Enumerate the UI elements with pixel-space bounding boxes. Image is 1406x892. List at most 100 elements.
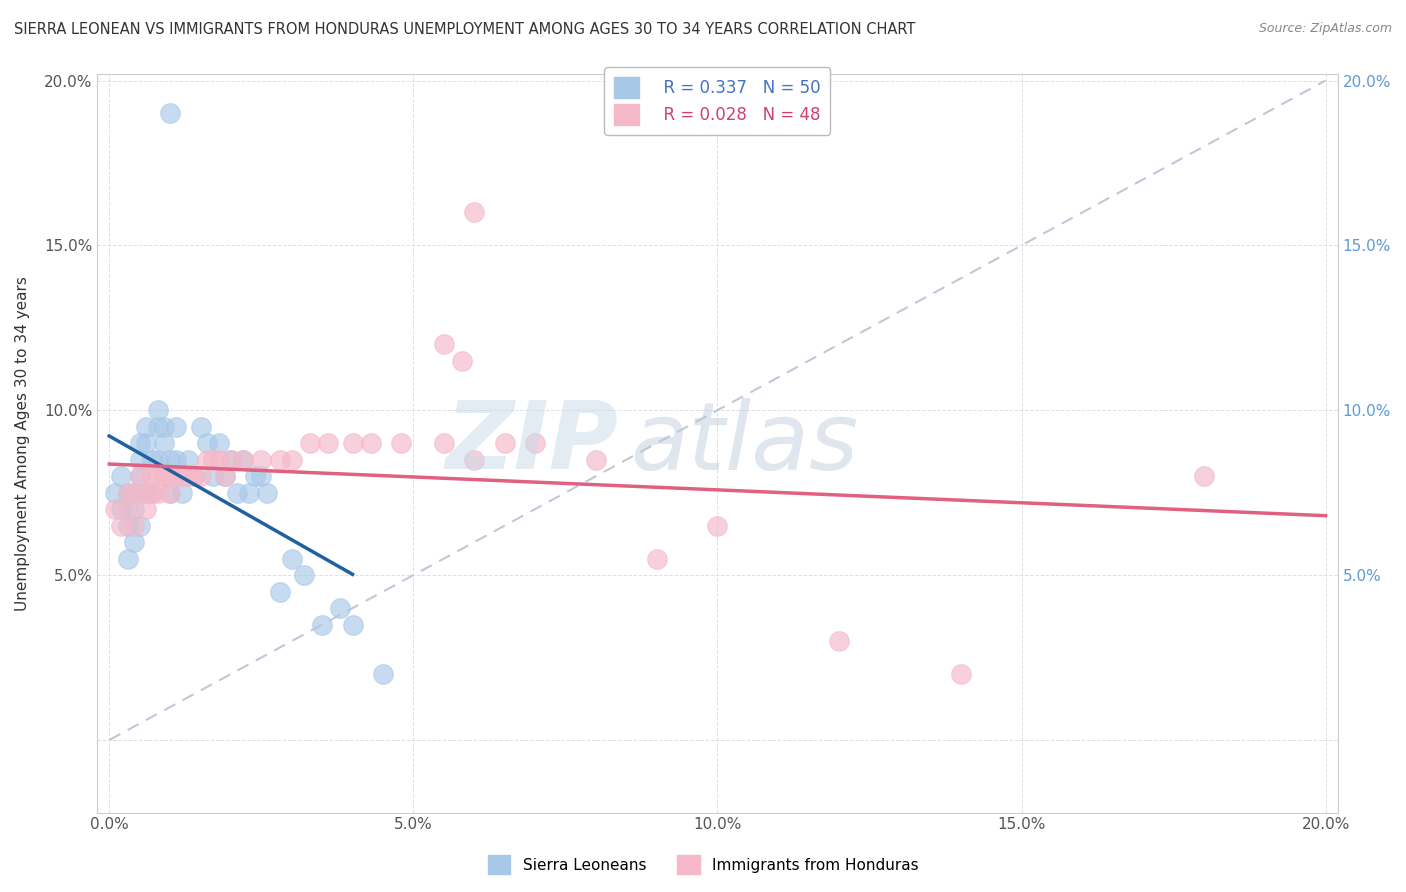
Point <box>165 452 187 467</box>
Text: SIERRA LEONEAN VS IMMIGRANTS FROM HONDURAS UNEMPLOYMENT AMONG AGES 30 TO 34 YEAR: SIERRA LEONEAN VS IMMIGRANTS FROM HONDUR… <box>14 22 915 37</box>
Point <box>159 469 181 483</box>
Point <box>494 436 516 450</box>
Point <box>389 436 412 450</box>
Point <box>146 485 169 500</box>
Point <box>165 469 187 483</box>
Point <box>104 485 127 500</box>
Point <box>135 502 157 516</box>
Point <box>159 452 181 467</box>
Point <box>245 469 267 483</box>
Y-axis label: Unemployment Among Ages 30 to 34 years: Unemployment Among Ages 30 to 34 years <box>15 276 30 611</box>
Point <box>195 436 218 450</box>
Point <box>122 535 145 549</box>
Point <box>183 469 205 483</box>
Point <box>165 419 187 434</box>
Point <box>122 518 145 533</box>
Point <box>153 419 176 434</box>
Point <box>232 452 254 467</box>
Point <box>141 485 163 500</box>
Point <box>250 452 273 467</box>
Point <box>141 469 163 483</box>
Point <box>371 667 394 681</box>
Point <box>219 452 242 467</box>
Point <box>153 436 176 450</box>
Point <box>146 419 169 434</box>
Point <box>190 469 212 483</box>
Point <box>433 436 456 450</box>
Point <box>280 551 302 566</box>
Point <box>128 436 150 450</box>
Point <box>146 403 169 417</box>
Point <box>585 452 607 467</box>
Point <box>117 551 139 566</box>
Point <box>214 469 236 483</box>
Point <box>128 452 150 467</box>
Point <box>153 469 176 483</box>
Point <box>128 518 150 533</box>
Point <box>177 452 200 467</box>
Point <box>135 436 157 450</box>
Point <box>104 502 127 516</box>
Point <box>706 518 728 533</box>
Point <box>828 634 851 648</box>
Point <box>232 452 254 467</box>
Point <box>159 485 181 500</box>
Point <box>177 469 200 483</box>
Point <box>360 436 382 450</box>
Point <box>451 353 474 368</box>
Point <box>135 419 157 434</box>
Point <box>219 452 242 467</box>
Point <box>141 452 163 467</box>
Point <box>117 485 139 500</box>
Point <box>117 502 139 516</box>
Point <box>190 419 212 434</box>
Point <box>110 469 132 483</box>
Text: ZIP: ZIP <box>446 397 619 489</box>
Point <box>159 106 181 120</box>
Point <box>214 469 236 483</box>
Point <box>256 485 278 500</box>
Point <box>201 452 224 467</box>
Point <box>645 551 668 566</box>
Point <box>329 601 352 615</box>
Point <box>128 469 150 483</box>
Point <box>195 452 218 467</box>
Point <box>122 502 145 516</box>
Point <box>463 452 485 467</box>
Point <box>183 469 205 483</box>
Point <box>201 469 224 483</box>
Point <box>250 469 273 483</box>
Point <box>433 337 456 351</box>
Point <box>172 469 194 483</box>
Point <box>135 485 157 500</box>
Point <box>311 617 333 632</box>
Point <box>342 617 364 632</box>
Point <box>292 568 315 582</box>
Point <box>141 485 163 500</box>
Point <box>110 518 132 533</box>
Text: Source: ZipAtlas.com: Source: ZipAtlas.com <box>1258 22 1392 36</box>
Legend:   R = 0.337   N = 50,   R = 0.028   N = 48: R = 0.337 N = 50, R = 0.028 N = 48 <box>605 68 831 135</box>
Point <box>208 452 231 467</box>
Point <box>122 485 145 500</box>
Point <box>117 518 139 533</box>
Point <box>342 436 364 450</box>
Point <box>238 485 260 500</box>
Point <box>463 205 485 219</box>
Point <box>280 452 302 467</box>
Point <box>269 452 291 467</box>
Point <box>128 469 150 483</box>
Point <box>146 452 169 467</box>
Point <box>269 584 291 599</box>
Point <box>208 436 231 450</box>
Point <box>135 485 157 500</box>
Point <box>298 436 321 450</box>
Point <box>1192 469 1215 483</box>
Point <box>110 502 132 516</box>
Point <box>159 485 181 500</box>
Point <box>226 485 249 500</box>
Point <box>122 485 145 500</box>
Point <box>117 485 139 500</box>
Legend: Sierra Leoneans, Immigrants from Honduras: Sierra Leoneans, Immigrants from Hondura… <box>481 849 925 880</box>
Point <box>524 436 547 450</box>
